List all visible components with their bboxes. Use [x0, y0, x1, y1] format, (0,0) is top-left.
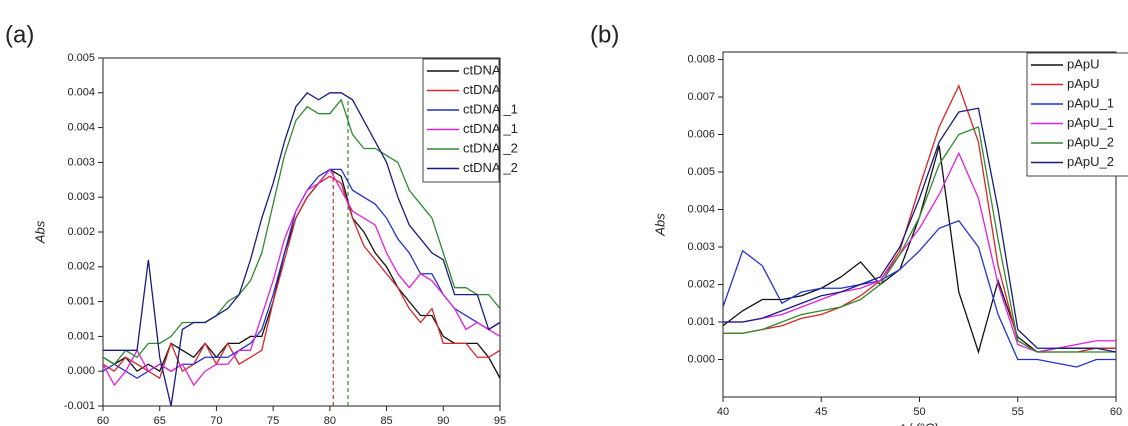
panel-label: (a) — [5, 21, 34, 48]
plot-area — [103, 91, 500, 406]
y-tick-label: 0.002 — [67, 226, 95, 238]
series-line — [103, 168, 500, 387]
x-axis-label: t / (°C) — [901, 420, 939, 426]
legend-box — [1026, 52, 1128, 177]
y-tick-label: -0.001 — [64, 400, 95, 412]
y-tick-label: 0.004 — [687, 203, 715, 215]
legend-label: pApU — [1067, 56, 1100, 71]
series-line — [723, 107, 1116, 353]
x-tick-label: 80 — [324, 415, 336, 426]
series-line — [103, 175, 500, 380]
x-tick-label: 95 — [494, 415, 506, 426]
legend-label: pApU_1 — [1067, 95, 1114, 110]
y-tick-label: 0.008 — [687, 53, 715, 65]
x-tick-label: 90 — [437, 415, 449, 426]
y-tick-label: 0.002 — [687, 278, 715, 290]
legend-label: ctDNA _2 — [463, 160, 518, 175]
series-line — [723, 151, 1116, 353]
series-line — [103, 98, 500, 366]
y-tick-label: 0.006 — [687, 128, 715, 140]
y-tick-label: 0.001 — [67, 296, 95, 308]
plot-area — [723, 84, 1116, 368]
legend-label: pApU_1 — [1067, 115, 1114, 130]
y-tick-label: 0.004 — [67, 122, 95, 134]
x-tick-label: 65 — [154, 415, 166, 426]
x-tick-label: 75 — [267, 415, 279, 426]
y-tick-label: 0.002 — [67, 261, 95, 273]
x-tick-label: 60 — [1110, 406, 1122, 418]
y-tick-label: 0.000 — [67, 365, 95, 377]
y-axis-label: Abs — [652, 213, 667, 237]
x-tick-label: 55 — [1012, 406, 1024, 418]
legend-label: ctDNA _2 — [463, 140, 518, 155]
x-tick-label: 85 — [380, 415, 392, 426]
x-tick-label: 50 — [913, 406, 925, 418]
y-tick-label: 0.003 — [687, 241, 715, 253]
y-tick-label: 0.003 — [67, 156, 95, 168]
legend-label: ctDNA _1 — [463, 101, 518, 116]
legend-label: ctDNA — [463, 62, 501, 77]
y-tick-label: 0.007 — [687, 91, 715, 103]
legend-label: ctDNA — [463, 82, 501, 97]
y-tick-label: 0.003 — [67, 191, 95, 203]
x-tick-label: 70 — [210, 415, 222, 426]
y-tick-label: 0.001 — [687, 316, 715, 328]
legend-label: ctDNA _1 — [463, 121, 518, 136]
y-tick-label: 0.005 — [67, 52, 95, 64]
plot-frame — [722, 51, 1117, 398]
series-line — [103, 91, 500, 406]
x-tick-label: 60 — [97, 415, 109, 426]
y-tick-label: 0.004 — [67, 87, 95, 99]
legend-box — [422, 58, 500, 183]
series-line — [723, 219, 1116, 368]
y-tick-label: 0.000 — [687, 353, 715, 365]
x-tick-label: 45 — [815, 406, 827, 418]
legend-label: pApU_2 — [1067, 154, 1114, 169]
x-tick-label: 40 — [717, 406, 729, 418]
plot-frame — [102, 57, 501, 407]
y-tick-label: 0.005 — [687, 166, 715, 178]
y-tick-label: 0.001 — [67, 330, 95, 342]
series-line — [723, 145, 1116, 355]
legend-label: pApU_2 — [1067, 134, 1114, 149]
series-line — [723, 126, 1116, 353]
panel-label: (b) — [590, 21, 619, 48]
legend-label: pApU — [1067, 76, 1100, 91]
y-axis-label: Abs — [32, 220, 47, 244]
